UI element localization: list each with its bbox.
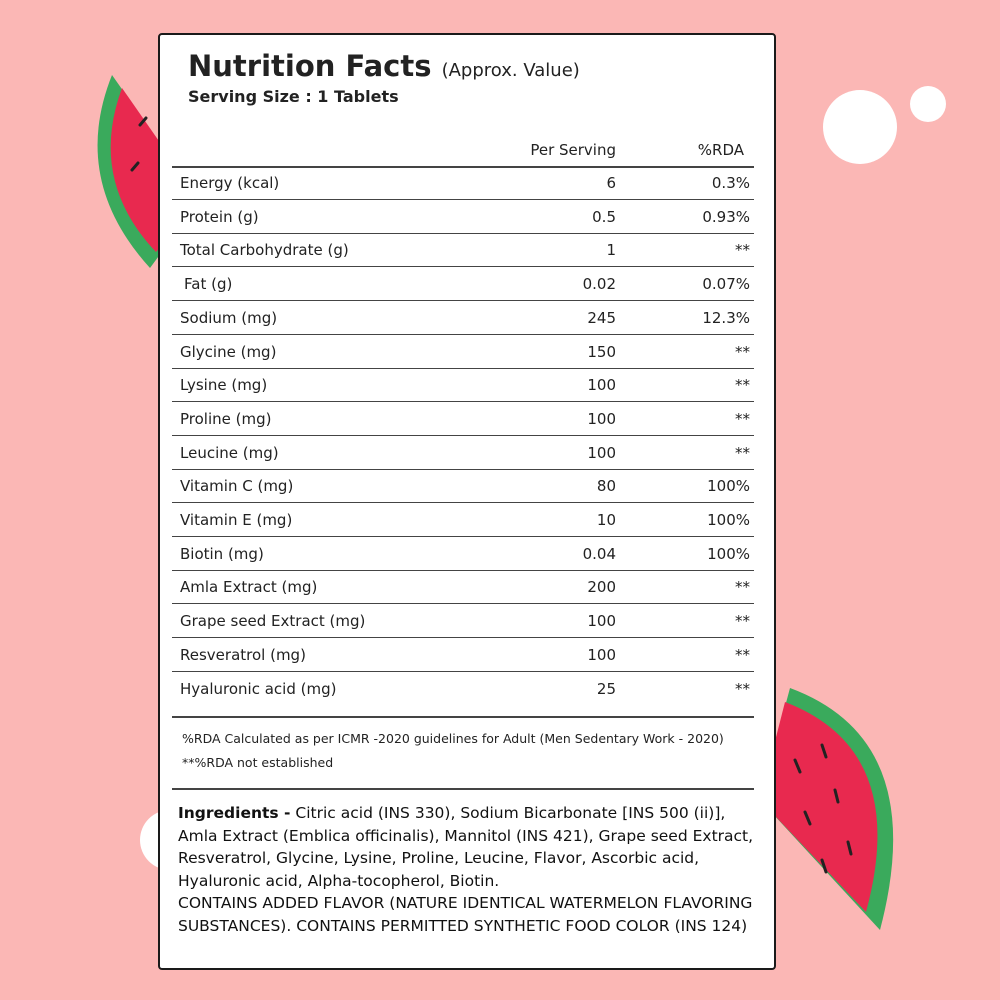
row-divider — [172, 333, 754, 335]
nutrient-name: Proline (mg) — [180, 409, 272, 428]
per-serving: 150 — [587, 342, 616, 361]
rda: 12.3% — [702, 308, 750, 327]
per-serving: 100 — [587, 645, 616, 664]
ingredients: Ingredients - Citric acid (INS 330), Sod… — [178, 802, 764, 937]
nutrient-name: Hyaluronic acid (mg) — [180, 679, 337, 698]
rule — [172, 788, 754, 790]
per-serving: 100 — [587, 443, 616, 462]
circle-decoration — [910, 86, 946, 122]
row-divider — [172, 603, 754, 605]
per-serving: 25 — [596, 679, 616, 698]
ingredients-text: Citric acid (INS 330), Sodium Bicarbonat… — [178, 804, 754, 890]
rda: ** — [735, 443, 750, 462]
nutrient-name: Fat (g) — [184, 275, 233, 294]
per-serving: 0.02 — [582, 275, 616, 294]
row-divider — [172, 367, 754, 369]
per-serving: 200 — [587, 578, 616, 597]
rda: ** — [735, 376, 750, 395]
row-divider — [172, 670, 754, 672]
row-divider — [172, 569, 754, 571]
per-serving: 1 — [606, 241, 616, 260]
row-divider — [172, 199, 754, 200]
nutrient-name: Glycine (mg) — [180, 342, 277, 361]
per-serving: 245 — [587, 308, 616, 327]
rda: ** — [735, 409, 750, 428]
subtitle: (Approx. Value) — [441, 60, 580, 81]
rda: 100% — [707, 477, 750, 496]
nutrient-name: Amla Extract (mg) — [180, 578, 318, 597]
ingredients-notes: CONTAINS ADDED FLAVOR (NATURE IDENTICAL … — [178, 894, 753, 935]
per-serving: 0.04 — [582, 544, 616, 563]
rda: ** — [735, 241, 750, 260]
nutrition-card: Nutrition Facts (Approx. Value) Serving … — [158, 33, 776, 970]
row-divider — [172, 232, 754, 234]
rule — [172, 716, 754, 718]
serving-size: Serving Size : 1 Tablets — [188, 87, 399, 106]
per-serving: 80 — [596, 477, 616, 496]
per-serving: 6 — [606, 174, 616, 192]
rda: 0.07% — [702, 275, 750, 294]
row-divider — [172, 468, 754, 470]
row-divider — [172, 266, 754, 268]
rda: ** — [735, 578, 750, 597]
column-header: Per Serving — [530, 141, 616, 159]
footnote: %RDA Calculated as per ICMR -2020 guidel… — [182, 731, 724, 746]
row-divider — [172, 502, 754, 504]
column-header: %RDA — [697, 141, 744, 159]
nutrient-name: Resveratrol (mg) — [180, 645, 306, 664]
per-serving: 10 — [596, 511, 616, 529]
nutrient-name: Vitamin E (mg) — [180, 511, 293, 529]
rda: 0.93% — [702, 207, 750, 226]
rda: ** — [735, 645, 750, 664]
watermelon-flesh — [760, 702, 878, 912]
row-divider — [172, 434, 754, 436]
ingredients-label: Ingredients - — [178, 804, 291, 822]
per-serving: 100 — [587, 376, 616, 395]
nutrient-name: Protein (g) — [180, 207, 259, 226]
footnote: **%RDA not established — [182, 755, 334, 770]
nutrient-name: Vitamin C (mg) — [180, 477, 294, 496]
per-serving: 100 — [587, 612, 616, 631]
per-serving: 0.5 — [592, 207, 616, 226]
circle-decoration — [823, 90, 897, 164]
nutrient-name: Grape seed Extract (mg) — [180, 612, 366, 631]
rule — [172, 166, 754, 168]
nutrient-name: Sodium (mg) — [180, 308, 278, 327]
nutrient-name: Lysine (mg) — [180, 376, 268, 395]
nutrient-name: Total Carbohydrate (g) — [180, 241, 349, 260]
title: Nutrition Facts — [188, 49, 432, 83]
rda: 100% — [707, 511, 750, 529]
nutrient-name: Biotin (mg) — [180, 544, 264, 563]
row-divider — [172, 536, 754, 537]
rda: ** — [735, 679, 750, 698]
rda: ** — [735, 342, 750, 361]
row-divider — [172, 637, 754, 639]
row-divider — [172, 401, 754, 403]
rda: ** — [735, 612, 750, 631]
row-divider — [172, 300, 754, 302]
nutrient-name: Leucine (mg) — [180, 443, 279, 462]
per-serving: 100 — [587, 409, 616, 428]
nutrient-name: Energy (kcal) — [180, 174, 280, 192]
rda: 0.3% — [711, 174, 750, 192]
rda: 100% — [707, 544, 750, 563]
title-line: Nutrition Facts (Approx. Value) — [188, 49, 580, 83]
